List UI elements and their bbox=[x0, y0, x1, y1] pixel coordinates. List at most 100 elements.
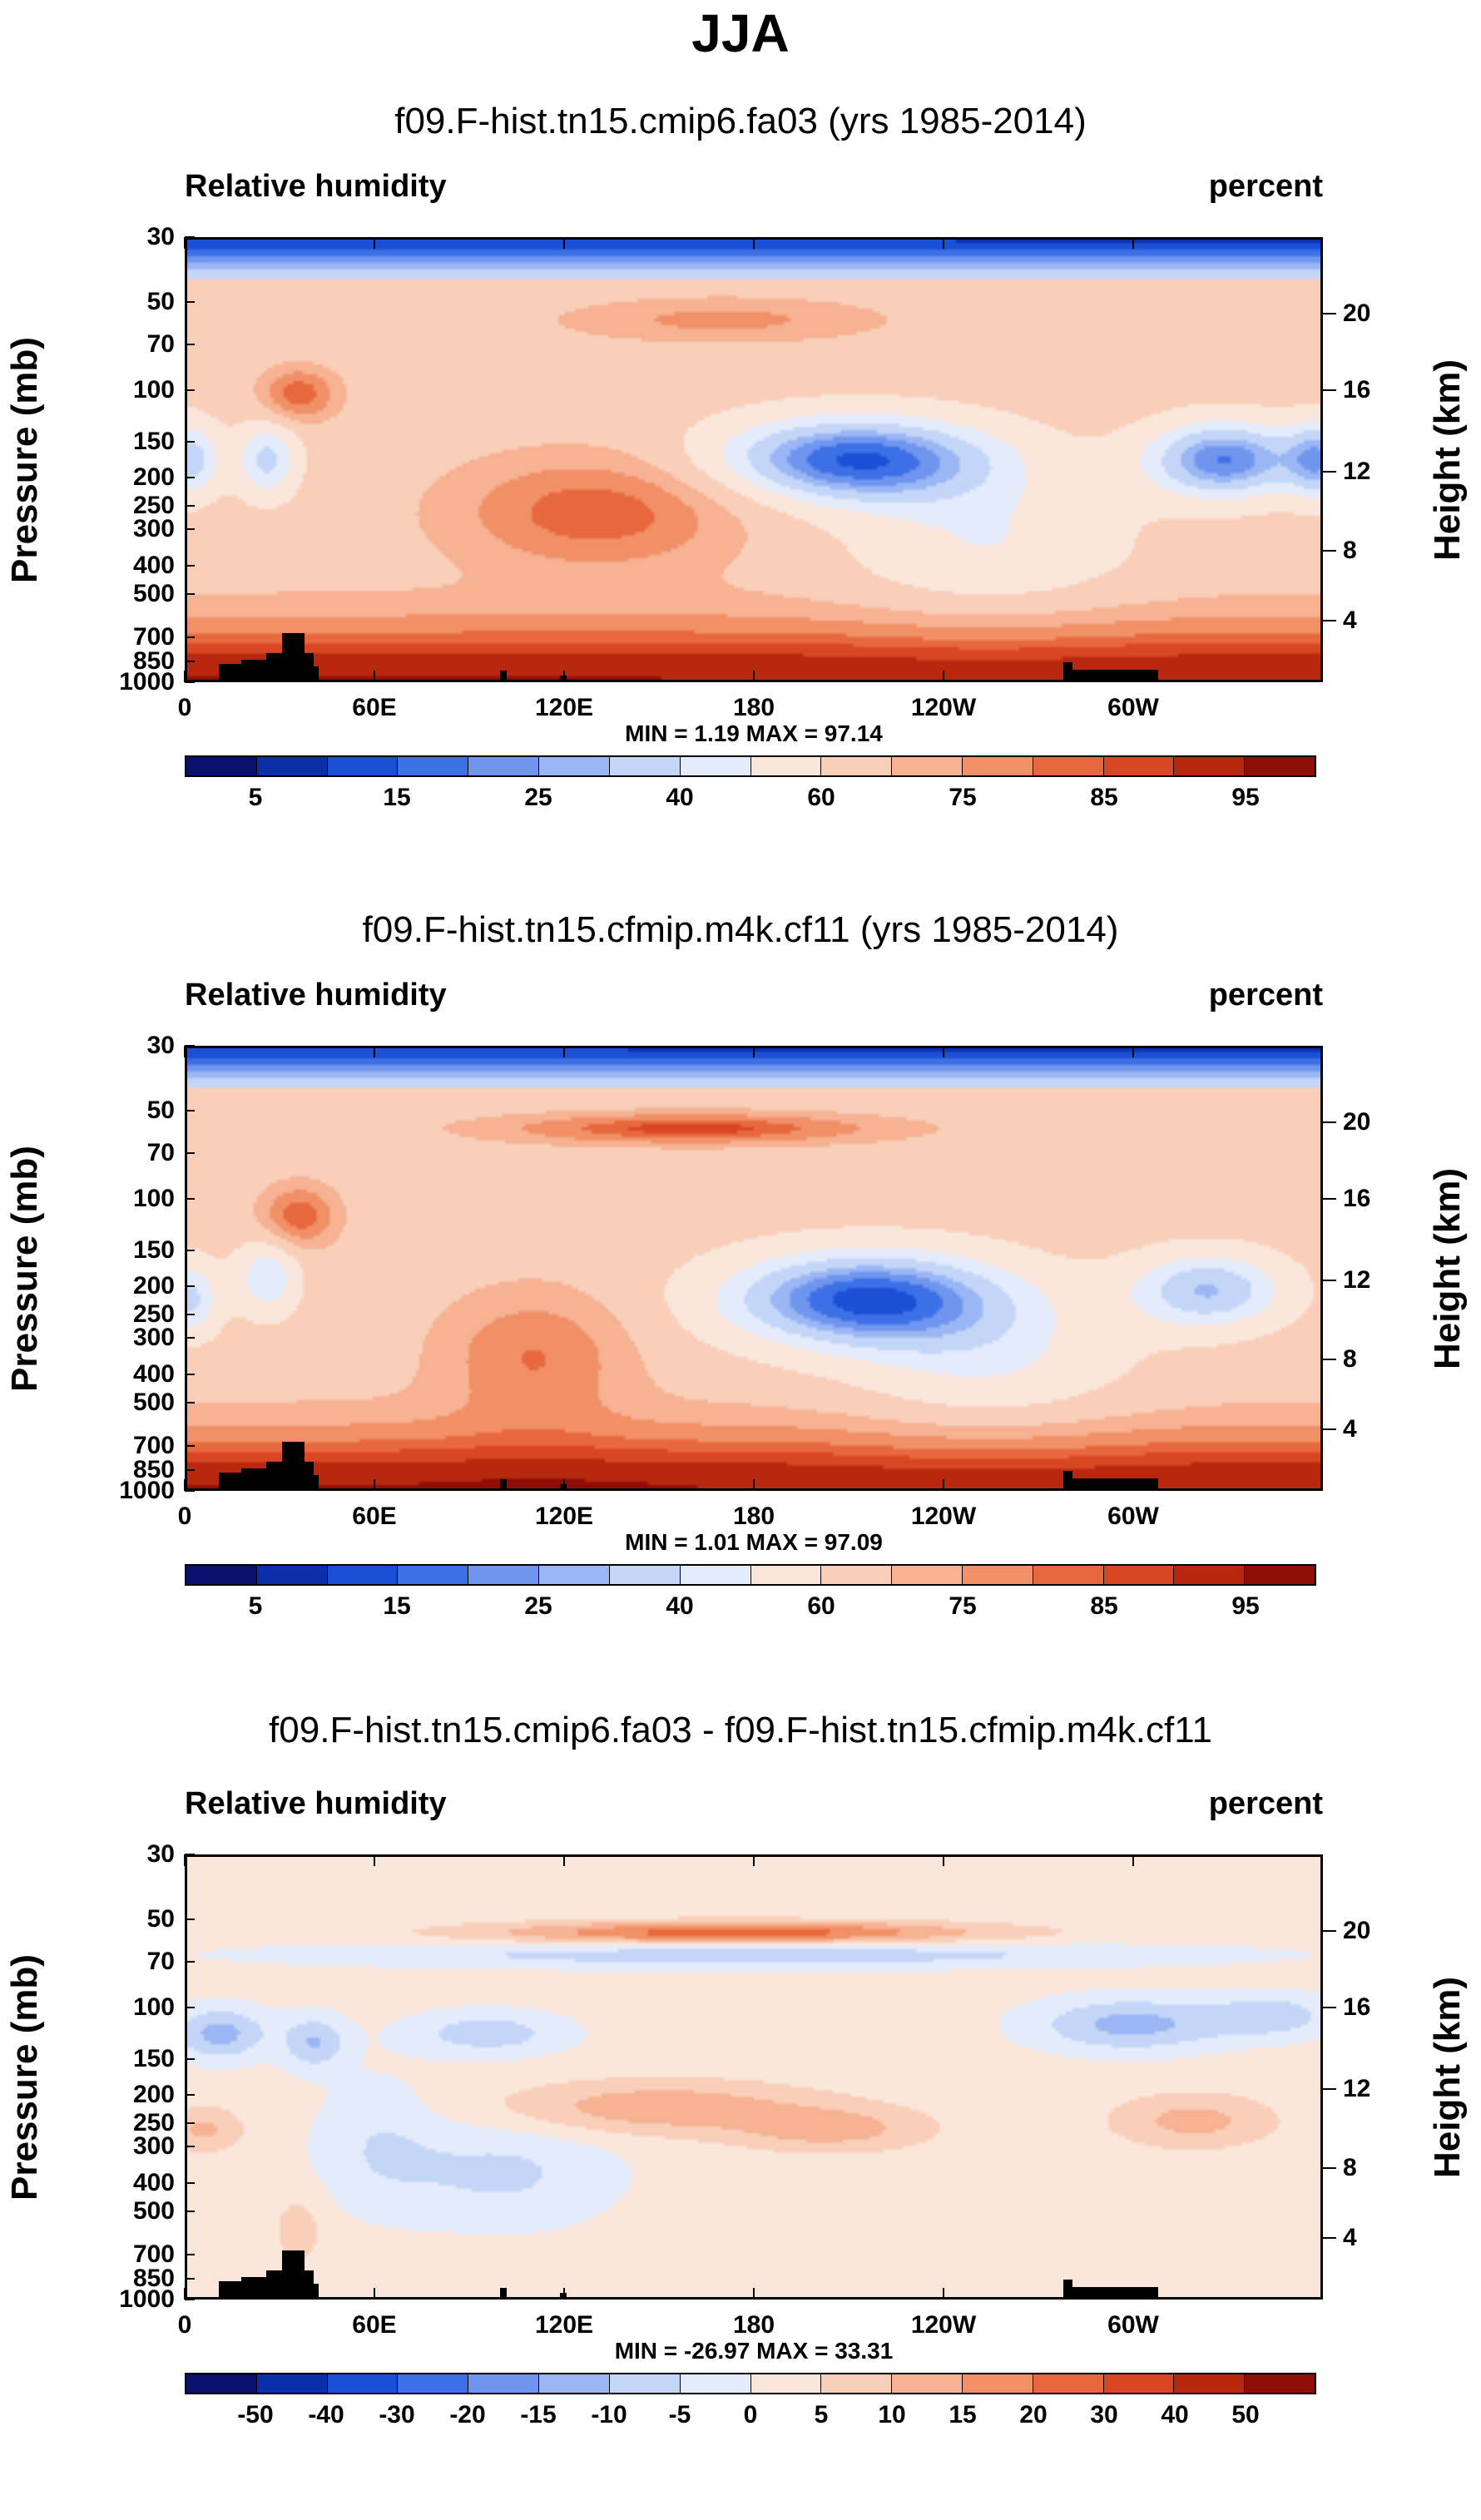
surface-topography bbox=[240, 1468, 266, 1488]
colorbar-label: 5 bbox=[248, 784, 263, 811]
colorbar bbox=[185, 1564, 1316, 1586]
pressure-tick-mark bbox=[185, 236, 195, 238]
longitude-tick-mark bbox=[753, 237, 755, 249]
height-tick-mark bbox=[1323, 1197, 1336, 1200]
longitude-tick-mark bbox=[1132, 237, 1134, 249]
pressure-tick-mark bbox=[185, 1285, 195, 1288]
colorbar-swatch bbox=[1033, 757, 1104, 775]
height-tick-mark bbox=[1323, 2087, 1336, 2090]
colorbar-label: 60 bbox=[807, 784, 835, 811]
longitude-tick-label: 120W bbox=[910, 694, 977, 721]
colorbar-swatch bbox=[892, 757, 963, 775]
pressure-tick-mark bbox=[185, 1249, 195, 1251]
longitude-tick-label: 120W bbox=[910, 2311, 977, 2339]
colorbar-label: -20 bbox=[449, 2401, 486, 2428]
height-tick-label: 8 bbox=[1343, 2153, 1357, 2181]
pressure-tick-label: 200 bbox=[132, 463, 175, 492]
colorbar-swatch bbox=[186, 2374, 257, 2393]
pressure-tick-mark bbox=[185, 2094, 195, 2097]
colorbar-swatch bbox=[468, 757, 540, 775]
longitude-tick-label: 0 bbox=[177, 2311, 192, 2339]
colorbar-label: 85 bbox=[1090, 784, 1118, 811]
longitude-tick-label: 60W bbox=[1107, 694, 1159, 721]
height-tick-label: 4 bbox=[1343, 2223, 1357, 2251]
longitude-tick-label: 60E bbox=[352, 1503, 397, 1530]
pressure-tick-label: 50 bbox=[146, 287, 175, 315]
pressure-tick-label: 400 bbox=[132, 2169, 175, 2197]
pressure-tick-label: 300 bbox=[132, 515, 175, 543]
longitude-tick-mark bbox=[1132, 1854, 1134, 1866]
longitude-tick-mark bbox=[563, 1046, 565, 1057]
longitude-tick-mark bbox=[374, 1046, 375, 1057]
colorbar-swatch bbox=[750, 1566, 822, 1584]
height-tick-mark bbox=[1323, 2236, 1336, 2239]
surface-topography bbox=[1062, 661, 1072, 680]
colorbar-label: 15 bbox=[949, 2401, 977, 2428]
surface-topography bbox=[219, 1473, 241, 1488]
units-label: percent bbox=[1208, 169, 1323, 204]
pressure-tick-label: 700 bbox=[132, 1431, 175, 1459]
colorbar-label: 15 bbox=[383, 784, 411, 811]
colorbar-label: 5 bbox=[248, 1592, 263, 1620]
longitude-tick-mark bbox=[943, 2288, 944, 2300]
colorbar-swatch bbox=[327, 757, 399, 775]
colorbar-swatch bbox=[256, 757, 328, 775]
longitude-tick-mark bbox=[943, 1046, 944, 1057]
colorbar-label: 0 bbox=[743, 2401, 758, 2428]
height-tick-mark bbox=[1323, 470, 1336, 473]
pressure-tick-label: 150 bbox=[132, 427, 175, 455]
longitude-tick-mark bbox=[374, 1854, 375, 1866]
longitude-tick-mark bbox=[563, 671, 565, 682]
pressure-tick-mark bbox=[185, 681, 195, 683]
height-tick-label: 16 bbox=[1343, 375, 1371, 403]
height-tick-mark bbox=[1323, 2166, 1336, 2169]
colorbar-swatch bbox=[1174, 2374, 1246, 2393]
colorbar-label: 60 bbox=[807, 1592, 835, 1620]
pressure-tick-mark bbox=[185, 1918, 195, 1920]
colorbar-swatch bbox=[256, 1566, 328, 1584]
height-tick-mark bbox=[1323, 1358, 1336, 1360]
colorbar-swatch bbox=[1174, 1566, 1246, 1584]
longitude-tick-mark bbox=[943, 1854, 944, 1866]
variable-label: Relative humidity bbox=[185, 978, 447, 1012]
pressure-tick-label: 200 bbox=[132, 2081, 175, 2109]
colorbar-label: -40 bbox=[308, 2401, 344, 2428]
height-tick-mark bbox=[1323, 313, 1336, 315]
colorbar-swatch bbox=[186, 1566, 257, 1584]
longitude-tick-mark bbox=[753, 1479, 755, 1491]
surface-topography bbox=[500, 1479, 507, 1488]
pressure-tick-label: 150 bbox=[132, 1235, 175, 1264]
pressure-tick-mark bbox=[185, 477, 195, 479]
pressure-tick-mark bbox=[185, 2122, 195, 2125]
surface-topography bbox=[1072, 2287, 1158, 2297]
longitude-tick-mark bbox=[184, 1479, 186, 1491]
surface-topography bbox=[314, 666, 319, 680]
min-max-label: MIN = -26.97 MAX = 33.31 bbox=[614, 2338, 894, 2364]
surface-topography bbox=[219, 2281, 241, 2297]
pressure-tick-label: 850 bbox=[132, 2265, 175, 2293]
pressure-tick-label: 200 bbox=[132, 1272, 175, 1300]
longitude-tick-mark bbox=[1132, 1479, 1134, 1491]
pressure-tick-mark bbox=[185, 1197, 195, 1200]
colorbar-label: -15 bbox=[520, 2401, 557, 2428]
longitude-tick-mark bbox=[1132, 1046, 1134, 1057]
colorbar-swatch bbox=[821, 757, 893, 775]
colorbar-swatch bbox=[1174, 757, 1246, 775]
height-tick-label: 20 bbox=[1343, 1108, 1371, 1136]
longitude-tick-label: 120W bbox=[910, 1503, 977, 1530]
pressure-tick-mark bbox=[185, 1152, 195, 1155]
pressure-tick-label: 700 bbox=[132, 622, 175, 651]
colorbar-swatch bbox=[1103, 2374, 1175, 2393]
figure-title: JJA bbox=[691, 3, 790, 63]
colorbar bbox=[185, 755, 1316, 777]
pressure-tick-label: 850 bbox=[132, 1456, 175, 1484]
panel-3: f09.F-hist.tn15.cmip6.fa03 - f09.F-hist.… bbox=[0, 1709, 1481, 2520]
longitude-tick-mark bbox=[184, 1854, 186, 1866]
longitude-tick-mark bbox=[374, 671, 375, 682]
panel-title: f09.F-hist.tn15.cmip6.fa03 - f09.F-hist.… bbox=[269, 1710, 1212, 1750]
longitude-tick-mark bbox=[184, 671, 186, 682]
plot-area bbox=[185, 1046, 1323, 1491]
pressure-tick-mark bbox=[185, 2299, 195, 2300]
pressure-tick-label: 50 bbox=[146, 1096, 175, 1124]
longitude-tick-mark bbox=[943, 1479, 944, 1491]
